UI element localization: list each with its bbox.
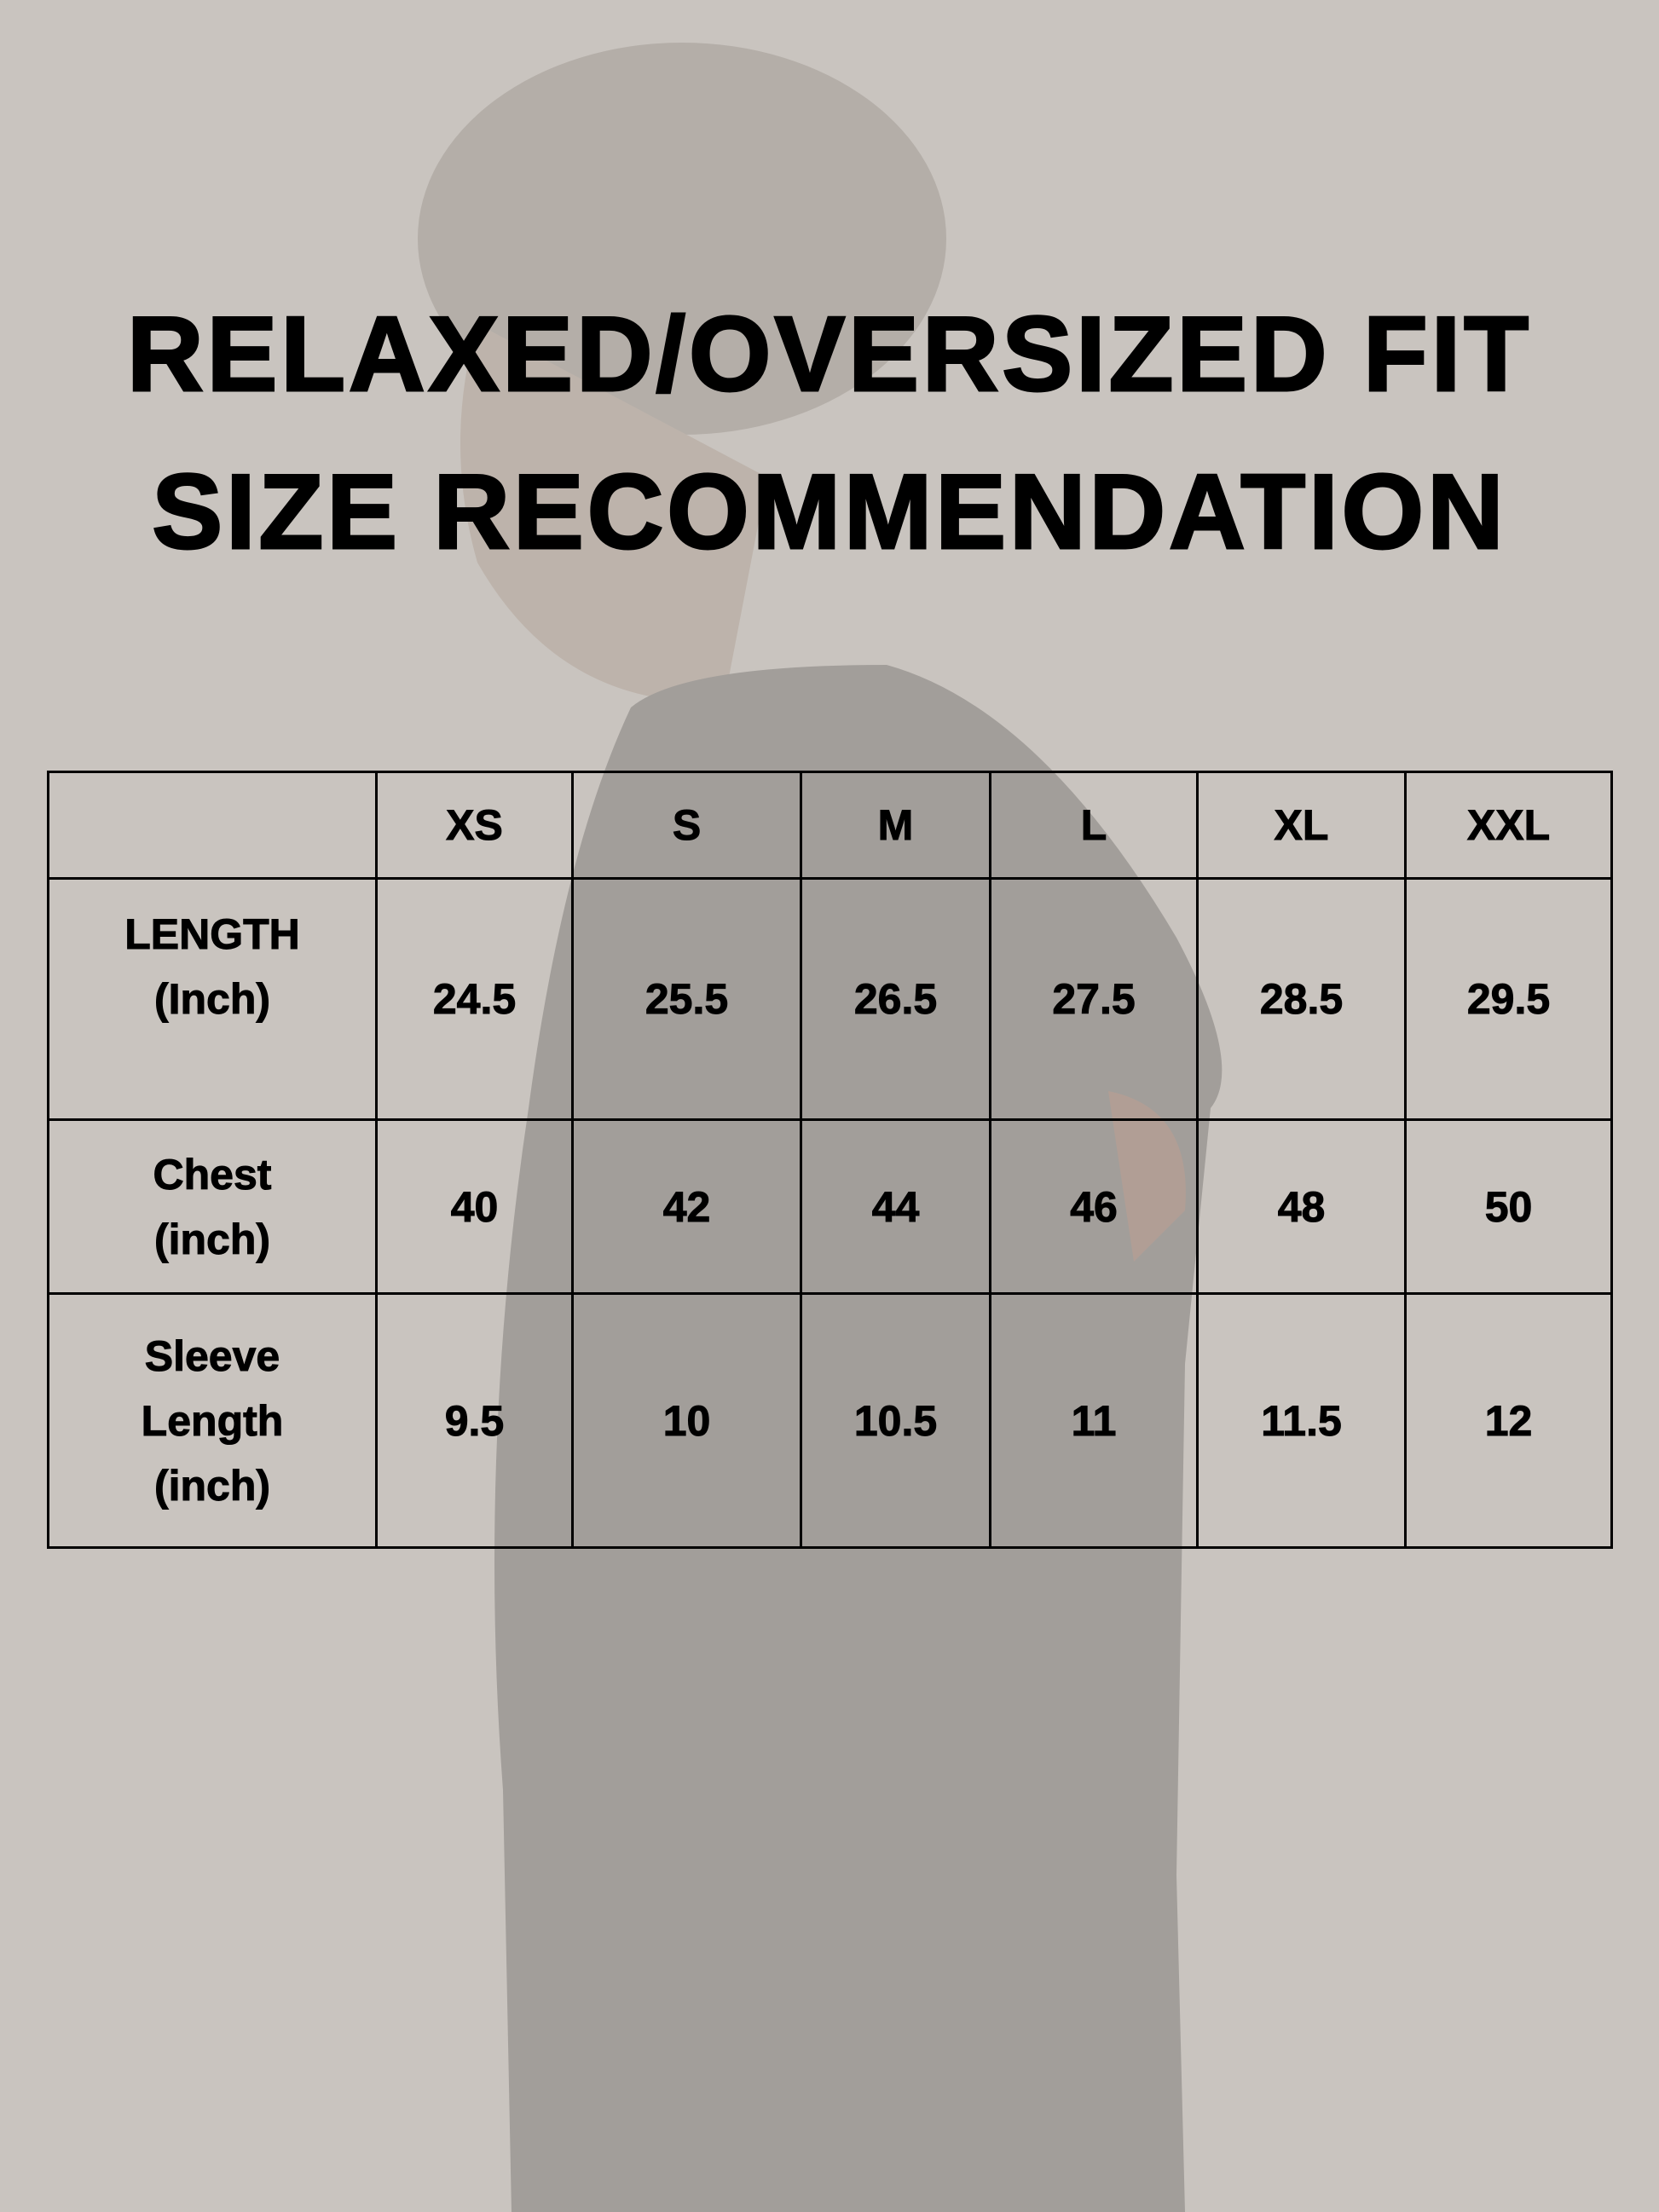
cell: 28.5 [1196,877,1407,1121]
label-spacer [50,1031,374,1096]
cell: 48 [1196,1118,1407,1295]
cell: 46 [989,1118,1199,1295]
table-row-length: LENGTH (Inch) 24.5 25.5 26.5 27.5 28.5 29… [47,877,1613,1121]
row-label-chest: Chest (inch) [47,1118,378,1295]
label-line: Length [141,1396,284,1445]
cell: 29.5 [1404,877,1613,1121]
label-line: (inch) [153,1461,271,1510]
face-shape [460,324,767,699]
size-header-l: L [989,771,1199,880]
cell: 24.5 [375,877,574,1121]
label-line: (Inch) [153,975,271,1024]
cell: 12 [1404,1292,1613,1549]
title-line-1: RELAXED/OVERSIZED FIT [126,295,1532,415]
table-row-sleeve-length: Sleeve Length (inch) 9.5 10 10.5 11 11.5 1… [47,1292,1613,1549]
cell: 10.5 [800,1292,991,1549]
row-label-length: LENGTH (Inch) [47,877,378,1121]
header-row: XS S M L XL XXL [47,771,1613,880]
table-row-chest: Chest (inch) 40 42 44 46 48 50 [47,1118,1613,1295]
cell: 50 [1404,1118,1613,1295]
row-label-sleeve-length: Sleeve Length (inch) [47,1292,378,1549]
cell: 9.5 [375,1292,574,1549]
empty-corner-cell [47,771,378,880]
cell: 26.5 [800,877,991,1121]
size-header-s: S [571,771,802,880]
cell: 27.5 [989,877,1199,1121]
size-chart-table: XS S M L XL XXL LENGTH (Inch) 24.5 25.5 2… [47,771,1613,1549]
size-header-xl: XL [1196,771,1407,880]
size-header-m: M [800,771,991,880]
label-line: Sleeve [144,1331,280,1380]
title-line-2: SIZE RECOMMENDATION [151,453,1507,573]
cell: 40 [375,1118,574,1295]
label-line: LENGTH [124,910,301,959]
cell: 10 [571,1292,802,1549]
cell: 44 [800,1118,991,1295]
cell: 11.5 [1196,1292,1407,1549]
cell: 42 [571,1118,802,1295]
hair-shape [418,43,946,435]
size-header-xxl: XXL [1404,771,1613,880]
label-line: Chest [153,1150,272,1198]
label-line: (inch) [153,1215,271,1263]
size-header-xs: XS [375,771,574,880]
cell: 25.5 [571,877,802,1121]
cell: 11 [989,1292,1199,1549]
